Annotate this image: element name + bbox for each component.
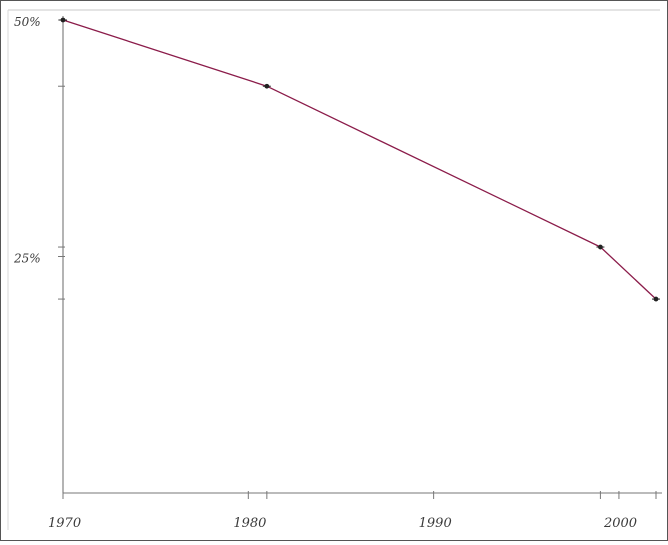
y-tick-label: 50% <box>14 15 41 29</box>
x-tick-label: 1980 <box>233 516 266 531</box>
axes <box>58 16 662 499</box>
series-line <box>62 19 657 300</box>
y-tick-label: 25% <box>13 252 41 266</box>
x-tick-label: 2000 <box>603 516 637 531</box>
x-tick-label: 1970 <box>48 516 81 531</box>
chart-marks <box>59 17 660 302</box>
x-tick-label: 1990 <box>419 516 452 531</box>
tick-labels: 50% 25% 1970 1980 1990 2000 <box>13 15 637 531</box>
